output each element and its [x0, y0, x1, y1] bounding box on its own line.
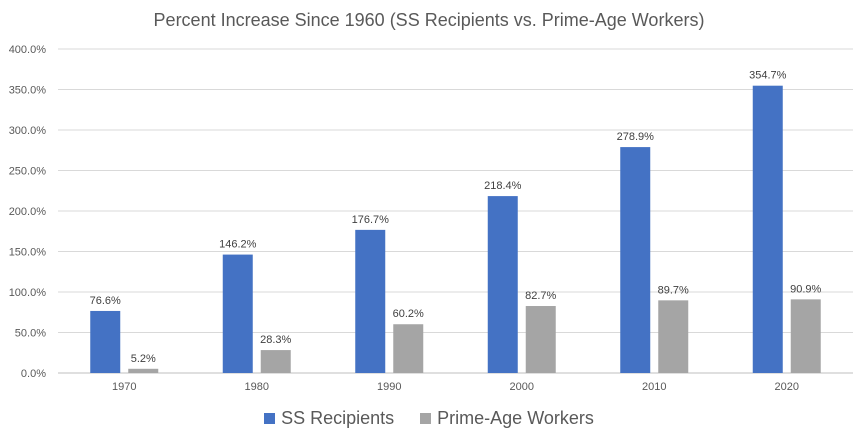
data-label: 60.2% — [393, 308, 424, 320]
data-label: 89.7% — [658, 284, 689, 296]
y-tick-label: 100.0% — [9, 287, 47, 299]
y-tick-label: 50.0% — [15, 328, 46, 340]
bar-prime-age-workers-1980 — [260, 350, 291, 373]
bar-ss-recipients-2010 — [620, 147, 651, 373]
chart-title: Percent Increase Since 1960 (SS Recipien… — [153, 10, 705, 30]
legend-item-ss-recipients: SS Recipients — [264, 408, 394, 429]
y-tick-label: 400.0% — [9, 44, 47, 56]
legend-label-ss-recipients: SS Recipients — [281, 408, 395, 428]
data-label: 28.3% — [260, 334, 291, 346]
legend: SS Recipients Prime-Age Workers — [0, 408, 858, 429]
bar-prime-age-workers-2010 — [658, 300, 689, 373]
bar-ss-recipients-2020 — [752, 85, 783, 374]
y-tick-label: 350.0% — [9, 85, 47, 97]
data-label: 278.9% — [617, 131, 655, 143]
bar-prime-age-workers-2020 — [790, 299, 821, 373]
y-tick-label: 250.0% — [9, 166, 47, 178]
x-axis-ticks: 1970 1980 1990 2000 2010 2020 — [112, 381, 799, 393]
y-tick-label: 0.0% — [21, 368, 46, 380]
bars — [90, 85, 821, 374]
y-tick-label: 150.0% — [9, 247, 47, 259]
x-tick-label: 1970 — [112, 381, 136, 393]
bar-prime-age-workers-2000 — [525, 306, 556, 373]
y-axis-ticks: 0.0% 50.0% 100.0% 150.0% 200.0% 250.0% 300.0% 3… — [9, 44, 47, 380]
data-label: 76.6% — [90, 295, 121, 307]
x-tick-label: 1990 — [377, 381, 401, 393]
legend-item-prime-age-workers: Prime-Age Workers — [420, 408, 594, 429]
data-label: 218.4% — [484, 180, 522, 192]
bar-prime-age-workers-1970 — [128, 368, 159, 373]
data-label: 90.9% — [790, 283, 821, 295]
x-tick-label: 2020 — [775, 381, 799, 393]
data-label: 5.2% — [131, 353, 156, 365]
data-labels: 76.6% 5.2% 146.2% 28.3% 176.7% 60.2% 218.4% 82.… — [90, 70, 822, 365]
x-tick-label: 1980 — [245, 381, 269, 393]
bar-ss-recipients-1990 — [355, 229, 386, 373]
bar-ss-recipients-1970 — [90, 310, 121, 373]
bar-ss-recipients-2000 — [487, 196, 518, 373]
legend-swatch-ss-recipients — [264, 413, 276, 424]
gridlines — [58, 48, 853, 374]
y-tick-label: 200.0% — [9, 206, 47, 218]
bar-ss-recipients-1980 — [222, 254, 253, 373]
x-tick-label: 2000 — [510, 381, 534, 393]
legend-swatch-prime-age-workers — [420, 413, 432, 424]
y-tick-label: 300.0% — [9, 125, 47, 137]
data-label: 146.2% — [219, 239, 257, 251]
data-label: 176.7% — [352, 214, 390, 226]
data-label: 354.7% — [749, 70, 787, 82]
x-tick-label: 2010 — [642, 381, 666, 393]
data-label: 82.7% — [525, 290, 556, 302]
legend-label-prime-age-workers: Prime-Age Workers — [437, 408, 594, 428]
bar-prime-age-workers-1990 — [393, 324, 424, 373]
